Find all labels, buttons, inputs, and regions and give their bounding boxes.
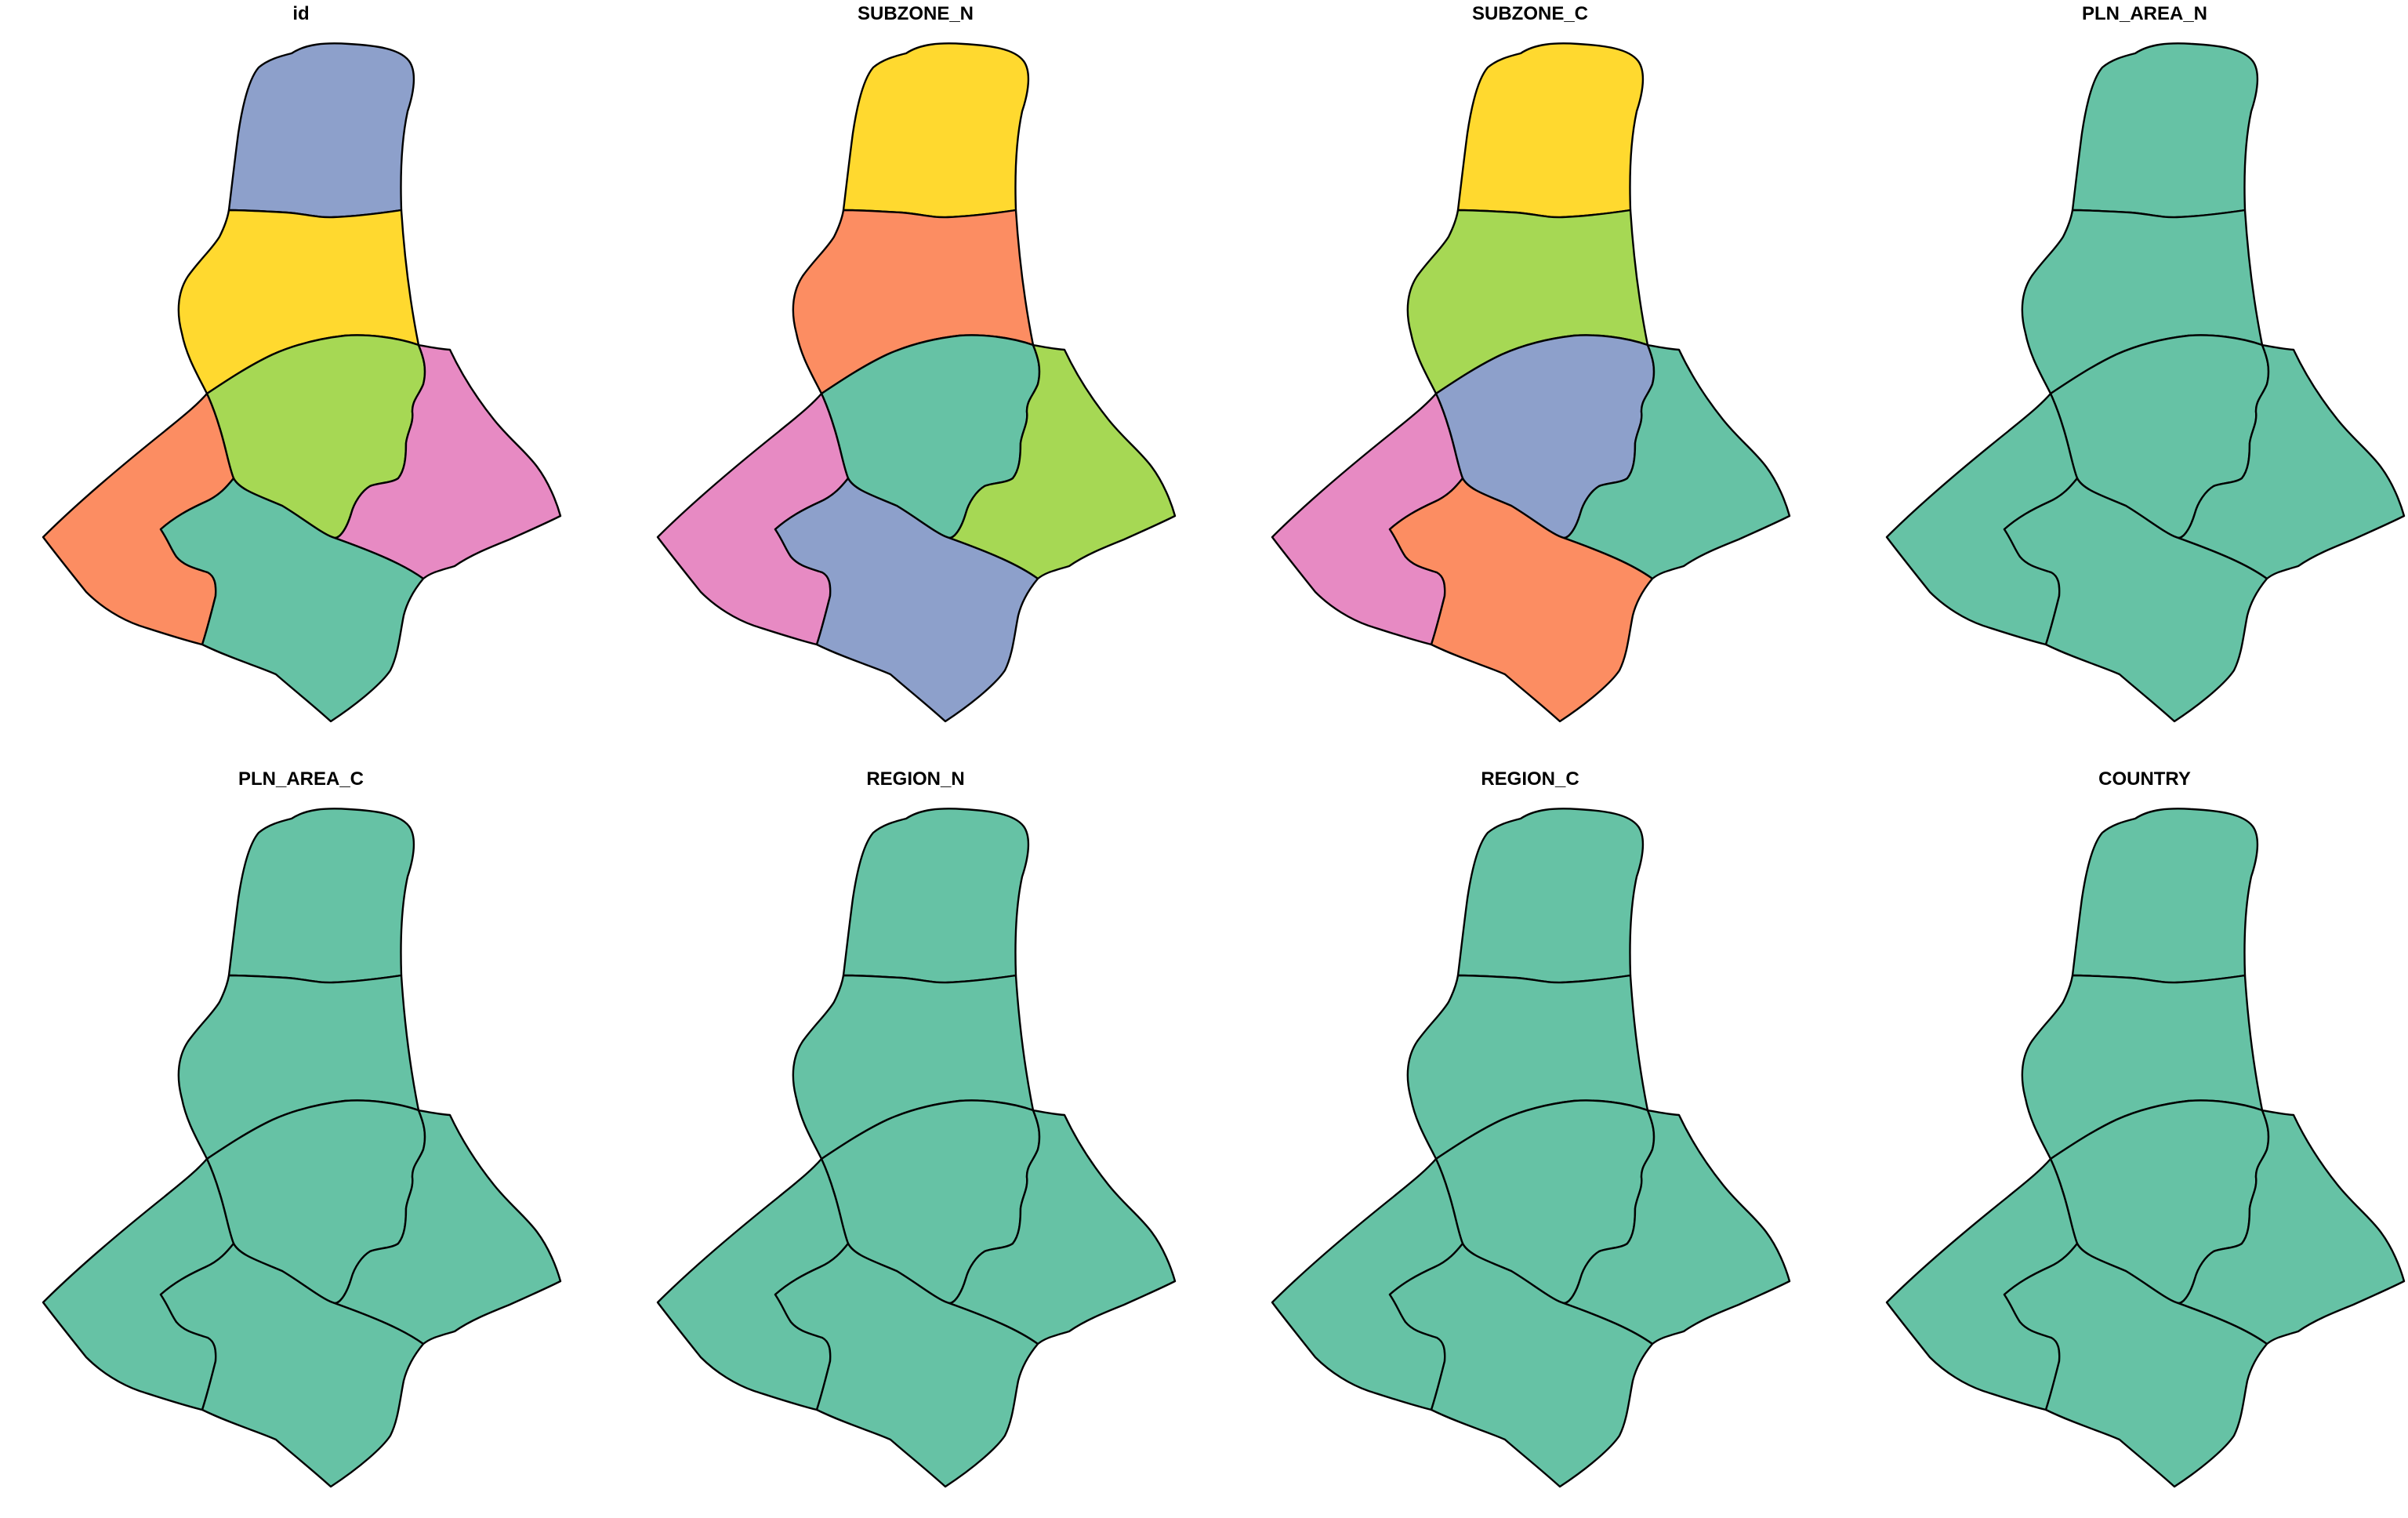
map-panel: SUBZONE_N xyxy=(615,0,1217,753)
panel-title: PLN_AREA_N xyxy=(2081,3,2208,24)
panel-title: SUBZONE_C xyxy=(1471,3,1589,24)
subzone-polygon-a xyxy=(1456,42,1645,219)
subzone-polygon-f xyxy=(1388,477,1654,723)
map-panel: SUBZONE_C xyxy=(1229,0,1831,753)
map-panel: PLN_AREA_C xyxy=(0,765,602,1518)
map-panel: REGION_N xyxy=(615,765,1217,1518)
subzone-polygon-a xyxy=(2071,42,2259,219)
subzone-polygon-a xyxy=(227,42,415,219)
subzone-map xyxy=(42,808,562,1488)
subzone-polygon-a xyxy=(842,42,1030,219)
panel-title: PLN_AREA_C xyxy=(238,768,364,790)
map-panel: id xyxy=(0,0,602,753)
subzone-polygon-f xyxy=(159,1242,425,1488)
map-panel: REGION_C xyxy=(1229,765,1831,1518)
subzone-polygon-a xyxy=(2071,808,2259,984)
subzone-map xyxy=(1271,42,1791,723)
subzone-map xyxy=(1271,808,1791,1488)
subzone-map xyxy=(42,42,562,723)
subzone-polygon-f xyxy=(1388,1242,1654,1488)
panel-title: REGION_N xyxy=(866,768,965,790)
subzone-map xyxy=(1885,42,2406,723)
subzone-map xyxy=(1885,808,2406,1488)
subzone-polygon-f xyxy=(774,477,1039,723)
subzone-polygon-a xyxy=(1456,808,1645,984)
map-panel: COUNTRY xyxy=(1844,765,2408,1518)
subzone-polygon-f xyxy=(774,1242,1039,1488)
subzone-polygon-f xyxy=(2003,477,2268,723)
subzone-polygon-f xyxy=(2003,1242,2268,1488)
panel-title: COUNTRY xyxy=(2098,768,2191,790)
subzone-polygon-a xyxy=(842,808,1030,984)
panel-title: REGION_C xyxy=(1481,768,1579,790)
subzone-map xyxy=(656,42,1177,723)
panel-title: SUBZONE_N xyxy=(857,3,974,24)
subzone-polygon-f xyxy=(159,477,425,723)
subzone-map xyxy=(656,808,1177,1488)
panel-title: id xyxy=(292,3,310,24)
subzone-polygon-a xyxy=(227,808,415,984)
map-panel: PLN_AREA_N xyxy=(1844,0,2408,753)
